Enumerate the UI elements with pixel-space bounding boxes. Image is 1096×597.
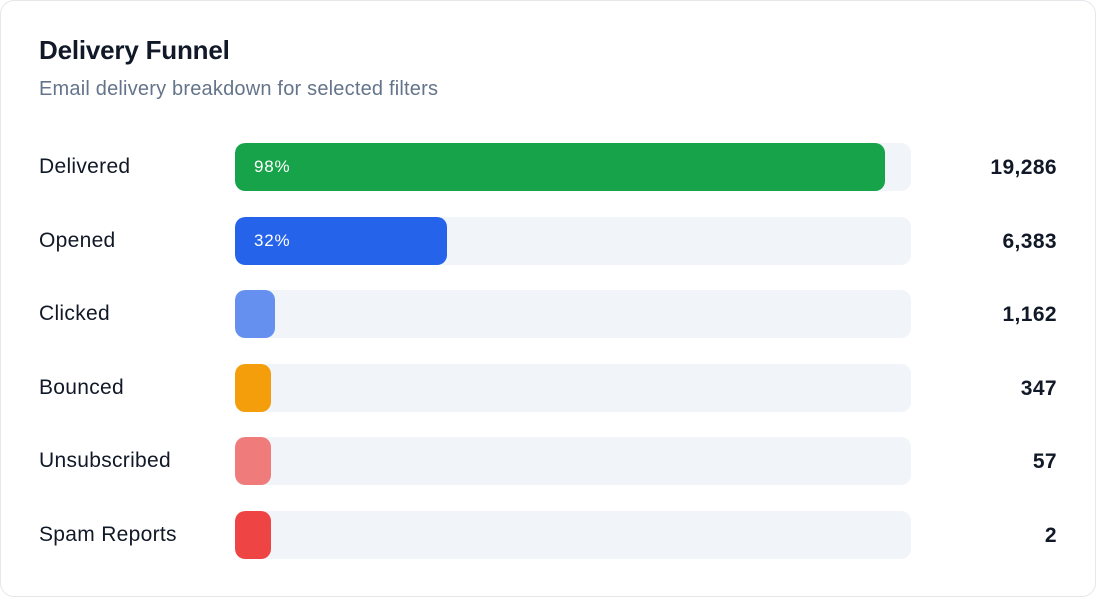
category-label: Delivered [39,155,131,178]
value-label: 6,383 [1002,229,1057,253]
card-title: Delivery Funnel [39,35,230,65]
bar-track: 32% [235,216,911,265]
funnel-row-clicked: Clicked 1,162 [1,290,1095,339]
bar-opened: 32% [235,216,448,265]
value-label: 1,162 [1002,303,1057,327]
card-subtitle: Email delivery breakdown for selected fi… [39,78,439,100]
category-label: Clicked [39,302,110,326]
bar-unsubscribed [235,437,271,486]
funnel-row-unsubscribed: Unsubscribed 57 [1,437,1095,486]
category-label: Bounced [39,375,125,399]
value-label: 2 [1044,523,1057,547]
funnel-chart: Delivered 98% 19,286 Opened 32% 6,383 Clicked 1… [1,143,1095,585]
bar-clicked [235,290,275,339]
bar-track [235,363,911,412]
bar-track [235,510,911,559]
funnel-row-opened: Opened 32% 6,383 [1,216,1095,265]
category-label: Opened [39,228,116,252]
category-label: Unsubscribed [39,449,171,473]
value-label: 347 [1020,376,1057,400]
funnel-row-bounced: Bounced 347 [1,363,1095,412]
funnel-row-delivered: Delivered 98% 19,286 [1,143,1095,191]
bar-track [235,290,911,339]
bar-track [235,437,911,486]
bar-bounced [235,363,271,412]
bar-delivered: 98% [235,143,885,191]
funnel-row-spam-reports: Spam Reports 2 [1,510,1095,559]
bar-track: 98% [235,143,911,191]
bar-spam-reports [235,510,271,559]
value-label: 57 [1032,450,1057,474]
bar-percent-label: 32% [254,230,291,250]
bar-percent-label: 98% [254,157,291,176]
value-label: 19,286 [990,156,1057,179]
category-label: Spam Reports [39,522,177,546]
